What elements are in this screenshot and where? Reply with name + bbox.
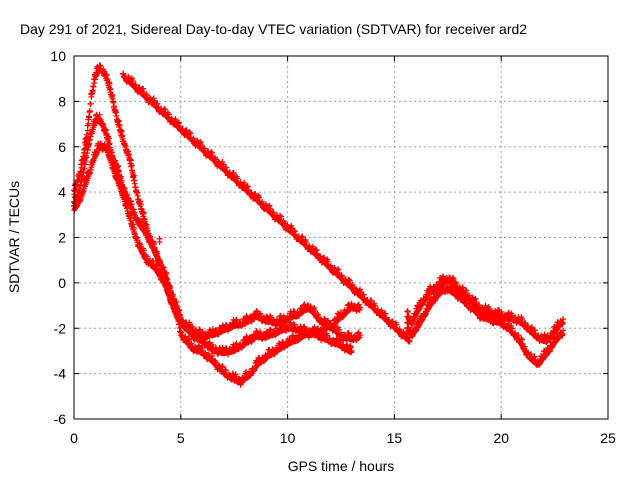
data-point (301, 301, 308, 308)
data-point (209, 326, 216, 333)
data-point (253, 307, 260, 314)
data-point (130, 206, 137, 213)
data-point (127, 198, 134, 205)
x-tick-label: 0 (70, 430, 78, 446)
data-point (115, 117, 122, 124)
x-tick-label: 25 (600, 430, 616, 446)
y-tick-label: 8 (58, 93, 66, 109)
data-point (206, 339, 213, 346)
data-point (86, 107, 93, 114)
data-point (84, 127, 91, 134)
data-point (140, 209, 147, 216)
grid-lines (74, 56, 608, 419)
data-point (334, 310, 341, 317)
data-point (253, 328, 260, 335)
y-tick-label: -4 (54, 366, 67, 382)
data-point (150, 239, 157, 246)
y-tick-label: -2 (54, 320, 67, 336)
y-tick-label: 10 (50, 48, 66, 64)
y-tick-label: 0 (58, 275, 66, 291)
data-point (160, 264, 167, 271)
data-point (84, 150, 91, 157)
data-point (81, 165, 88, 172)
data-point (209, 341, 216, 348)
data-point (311, 304, 318, 311)
data-point (185, 323, 192, 330)
data-point (357, 304, 364, 311)
data-point (103, 127, 110, 134)
data-point (105, 135, 112, 142)
x-tick-label: 5 (177, 430, 185, 446)
data-point (87, 100, 94, 107)
data-point (233, 340, 240, 347)
data-point (233, 316, 240, 323)
data-point (90, 83, 97, 90)
y-tick-label: 2 (58, 230, 66, 246)
y-tick-label: 4 (58, 184, 66, 200)
data-point (130, 172, 137, 179)
data-point (91, 80, 98, 87)
data-point (103, 71, 110, 78)
data-point (86, 137, 93, 144)
x-tick-label: 20 (493, 430, 509, 446)
data-point (186, 324, 193, 331)
y-tick-label: 6 (58, 139, 66, 155)
data-point (321, 315, 328, 322)
y-axis-label: SDTVAR / TECUs (6, 181, 22, 293)
x-axis-label: GPS time / hours (288, 458, 395, 474)
y-tick-label: -6 (54, 411, 67, 427)
data-point (110, 99, 117, 106)
x-tick-label: 15 (387, 430, 403, 446)
data-point (80, 169, 87, 176)
data-point (86, 114, 93, 121)
data-point (106, 80, 113, 87)
data-points (71, 62, 567, 388)
data-point (127, 157, 134, 164)
data-point (118, 128, 125, 135)
data-point (81, 161, 88, 168)
data-point (83, 154, 90, 161)
axis-ticks: 0 5 10 15 20 25 -6 -4 -2 0 2 4 6 8 10 (50, 48, 616, 446)
chart-title: Day 291 of 2021, Sidereal Day-to-day VTE… (20, 21, 527, 37)
x-tick-label: 10 (280, 430, 296, 446)
data-point (163, 270, 170, 277)
data-point (150, 241, 157, 248)
data-point (115, 163, 122, 170)
